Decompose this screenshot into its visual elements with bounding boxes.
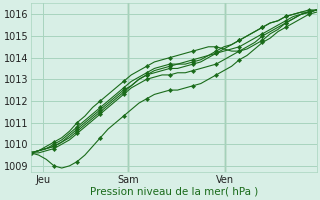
X-axis label: Pression niveau de la mer( hPa ): Pression niveau de la mer( hPa ) [90,187,258,197]
